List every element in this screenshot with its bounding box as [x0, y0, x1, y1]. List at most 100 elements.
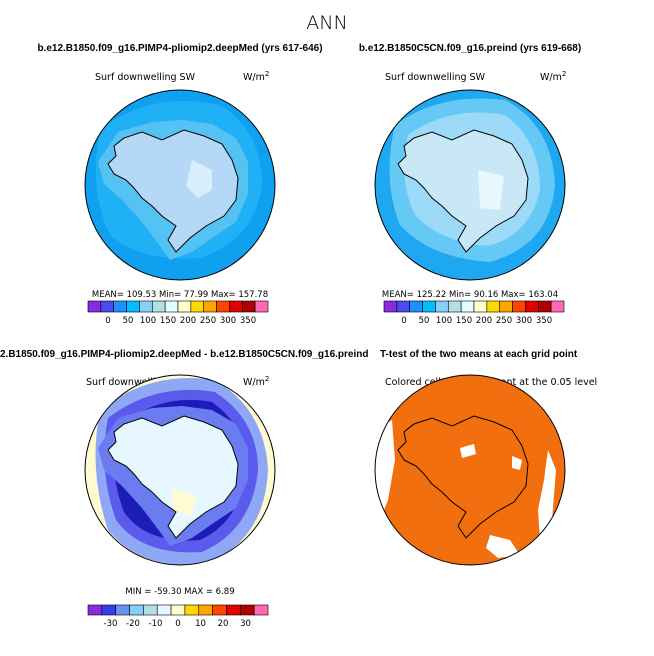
panel-a-colorbar-tick: 150: [160, 316, 176, 326]
panel-c-colorbar-swatch: [129, 604, 144, 616]
panel-a-colorbar-tick: 100: [140, 316, 156, 326]
panel-d-nonsignificant-right: [538, 450, 556, 540]
panel-b-colorbar-tick: 0: [401, 316, 406, 326]
panel-a-units-label: W/m2: [243, 70, 269, 83]
panel-b-colorbar-swatch: [422, 300, 436, 313]
panel-a-colorbar-tick: 50: [123, 316, 134, 326]
panel-b-colorbar-tick: 300: [516, 316, 532, 326]
panel-c-colorbar-tick: 10: [195, 619, 206, 629]
panel-c-colorbar-swatch: [253, 604, 269, 616]
panel-a-colorbar-swatch: [87, 300, 102, 313]
panel-c-variable-label: Surf downwelling SW: [86, 377, 187, 388]
panel-c-colorbar-swatch: [212, 604, 227, 616]
panel-c-stats: MIN = -59.30 MAX = 6.89: [125, 587, 234, 597]
panel-b-colorbar-swatch: [550, 300, 565, 313]
panel-b-colorbar-tick: 350: [536, 316, 552, 326]
panel-a-colorbar-swatch: [164, 300, 179, 313]
panel-c-map-border: [84, 374, 276, 566]
panel-a-colorbar: 0 50 100 150 200 250 300 350: [87, 300, 269, 326]
panel-c-colorbar-swatch: [143, 604, 158, 616]
panel-b-variable-label: Surf downwelling SW: [385, 72, 486, 83]
panel-b-colorbar-swatch: [460, 300, 475, 313]
panel-a-colorbar-swatch: [100, 300, 115, 313]
panel-a-colorbar-tick: 250: [200, 316, 216, 326]
panel-d-nonsignificant-south: [486, 535, 520, 558]
panel-a-variable-label: Surf downwelling SW: [95, 72, 196, 83]
panel-c-title: 2.B1850.f09_g16.PIMP4-pliomip2.deepMed -…: [0, 349, 368, 360]
panel-b-colorbar-tick: 100: [436, 316, 452, 326]
panel-a-map: [85, 90, 275, 280]
panel-a-colorbar-swatch: [139, 300, 153, 313]
panel-b-colorbar-tick: 200: [476, 316, 492, 326]
panel-a-colorbar-swatch: [113, 300, 127, 313]
panel-c-colorbar-swatch: [101, 604, 116, 616]
panel-d: T-test of the two means at each grid poi…: [374, 349, 597, 566]
panel-a-colorbar-swatch: [190, 300, 205, 313]
panel-a-colorbar-swatch: [216, 300, 230, 313]
main-title: ANN: [306, 12, 347, 34]
panel-a-colorbar-swatch: [151, 300, 166, 313]
panel-b-colorbar-swatch: [499, 300, 513, 313]
panel-b-colorbar-swatch: [486, 300, 501, 313]
panel-c-colorbar-tick: -20: [126, 619, 140, 629]
panel-d-map: [375, 375, 565, 565]
panel-a-colorbar-tick: 350: [240, 316, 256, 326]
panel-c-colorbar-tick: 20: [218, 619, 229, 629]
panel-c-colorbar-swatch: [240, 604, 255, 616]
panel-b-colorbar-tick: 150: [456, 316, 472, 326]
panel-c-colorbar-swatch: [184, 604, 200, 616]
panel-c-map: [85, 375, 275, 565]
panel-d-nonsignificant-inland: [460, 444, 476, 458]
panel-a-colorbar-tick: 0: [105, 316, 110, 326]
panel-b-colorbar-swatch: [447, 300, 462, 313]
panel-c-colorbar-swatch: [226, 604, 241, 616]
panel-a-title: b.e12.B1850.f09_g16.PIMP4-pliomip2.deepM…: [37, 43, 322, 54]
panel-c-colorbar-tick: 0: [175, 619, 180, 629]
panel-a-colorbar-swatch: [177, 300, 192, 313]
panel-b-units-label: W/m2: [540, 70, 566, 83]
panel-c-colorbar-swatch: [115, 604, 130, 616]
panel-a-colorbar-swatch: [254, 300, 269, 313]
panel-d-map-border: [374, 374, 566, 566]
panel-d-nonsignificant-coast: [512, 456, 522, 470]
panel-d-nonsignificant-left: [375, 420, 395, 520]
panel-a-stats: MEAN= 109.53 Min= 77.99 Max= 157.78: [92, 290, 268, 300]
panel-a-colorbar-tick: 300: [220, 316, 236, 326]
panel-b-colorbar-tick: 50: [419, 316, 430, 326]
panel-b-stats: MEAN= 125.22 Min= 90.16 Max= 163.04: [382, 290, 558, 300]
panel-a-colorbar-tick: 200: [180, 316, 196, 326]
panel-a-colorbar-swatch: [126, 300, 140, 313]
panel-c-colorbar-tick: -10: [149, 619, 163, 629]
panel-c-units-label: W/m2: [243, 375, 269, 388]
panel-c-colorbar-swatch: [87, 604, 103, 616]
panel-c: 2.B1850.f09_g16.PIMP4-pliomip2.deepMed -…: [0, 349, 368, 629]
panel-b-colorbar-swatch: [409, 300, 423, 313]
panel-b-colorbar-swatch: [525, 300, 539, 313]
panel-a-colorbar-swatch: [229, 300, 243, 313]
panel-a-colorbar-swatch: [241, 300, 256, 313]
panel-b-colorbar-swatch: [383, 300, 398, 313]
panel-d-title: T-test of the two means at each grid poi…: [380, 349, 578, 360]
panel-b-map: [375, 90, 565, 280]
panel-b-map-border: [374, 89, 566, 281]
panel-b: b.e12.B1850C5CN.f09_g16.preind (yrs 619-…: [359, 43, 581, 326]
panel-c-colorbar-tick: -30: [104, 619, 118, 629]
panel-c-antarctica-patch: [172, 488, 196, 516]
panel-c-colorbar-tick: 30: [240, 619, 251, 629]
panel-b-antarctica-bright: [478, 170, 504, 210]
panel-b-colorbar-swatch: [435, 300, 449, 313]
panel-c-colorbar-swatch: [198, 604, 213, 616]
panel-b-colorbar-swatch: [396, 300, 411, 313]
panel-b-colorbar: 0 50 100 150 200 250 300 350: [383, 300, 565, 326]
panel-b-colorbar-swatch: [473, 300, 488, 313]
panel-b-colorbar-tick: 250: [496, 316, 512, 326]
panel-b-title: b.e12.B1850C5CN.f09_g16.preind (yrs 619-…: [359, 43, 581, 54]
panel-c-colorbar-swatch: [170, 604, 186, 616]
panel-a-antarctica-bright: [186, 160, 212, 198]
panel-c-colorbar-swatch: [156, 604, 172, 616]
panel-b-colorbar-swatch: [512, 300, 526, 313]
panel-b-colorbar-swatch: [537, 300, 552, 313]
panel-a-map-border: [84, 89, 276, 281]
panel-a-colorbar-swatch: [203, 300, 217, 313]
